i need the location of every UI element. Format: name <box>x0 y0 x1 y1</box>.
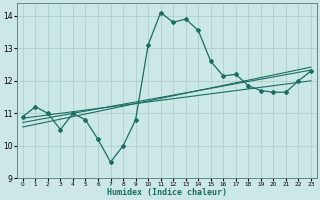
X-axis label: Humidex (Indice chaleur): Humidex (Indice chaleur) <box>107 188 227 197</box>
